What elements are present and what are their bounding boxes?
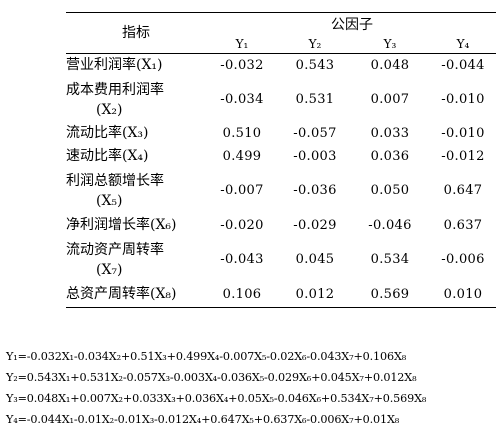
factor-column-y3: Y₃ xyxy=(383,37,397,51)
indicator-label: 成本费用利润率 (X₂) xyxy=(66,78,206,122)
table-row: 净利润增长率(X₆) -0.020 -0.029 -0.046 0.637 xyxy=(66,214,496,238)
loading-value: -0.012 xyxy=(441,149,485,164)
loading-value: 0.033 xyxy=(370,126,410,141)
factor-column-y4: Y₄ xyxy=(456,37,470,51)
table-row: 流动比率(X₃) 0.510 -0.057 0.033 -0.010 xyxy=(66,122,496,146)
indicator-label-line1: 流动资产周转率 xyxy=(66,241,164,258)
loading-value: -0.036 xyxy=(293,183,337,198)
loading-value: -0.032 xyxy=(220,58,264,74)
loading-value: -0.029 xyxy=(293,218,337,233)
loading-value: 0.012 xyxy=(295,286,335,302)
table-row: 流动资产周转率 (X₇) -0.043 0.045 0.534 -0.006 xyxy=(66,238,496,282)
factor-column-y2: Y₂ xyxy=(308,37,322,51)
loading-value: 0.036 xyxy=(370,149,410,164)
loading-value: 0.531 xyxy=(295,92,335,107)
indicator-label-line1: 利润总额增长率 xyxy=(66,172,164,189)
loading-value: 0.534 xyxy=(370,252,410,267)
equation-y4: Y₄=-0.044X₁-0.01X₂-0.01X₃-0.012X₄+0.647X… xyxy=(6,413,400,426)
table-row: 利润总额增长率 (X₅) -0.007 -0.036 0.050 0.647 xyxy=(66,168,496,214)
indicator-label: 营业利润率(X₁) xyxy=(66,57,163,74)
loading-value: -0.044 xyxy=(441,58,485,74)
table-row: 成本费用利润率 (X₂) -0.034 0.531 0.007 -0.010 xyxy=(66,78,496,122)
loading-value: -0.003 xyxy=(293,149,337,164)
loading-value: -0.007 xyxy=(220,183,264,198)
loading-value: 0.007 xyxy=(370,92,410,107)
indicator-header: 指标 xyxy=(122,24,150,41)
factor-column-y1: Y₁ xyxy=(235,37,249,51)
indicator-label: 净利润增长率(X₆) xyxy=(66,217,177,233)
loading-value: 0.637 xyxy=(443,218,483,233)
equation-y1: Y₁=-0.032X₁-0.034X₂+0.51X₃+0.499X₄-0.007… xyxy=(6,350,407,363)
loading-value: 0.048 xyxy=(370,58,410,74)
loading-value: 0.106 xyxy=(222,286,262,302)
indicator-label-line1: 成本费用利润率 xyxy=(66,81,164,98)
loading-value: -0.010 xyxy=(441,92,485,107)
loading-value: 0.510 xyxy=(222,126,262,141)
factor-loading-table: 指标 公因子 Y₁ Y₂ Y₃ Y₄ 营业利润率(X₁) -0.032 0.54… xyxy=(66,12,496,308)
loading-value: -0.046 xyxy=(368,218,412,233)
loading-value: -0.043 xyxy=(220,252,264,267)
loading-value: -0.010 xyxy=(441,126,485,141)
factor-group-header: 公因子 xyxy=(331,17,373,33)
table-row: 营业利润率(X₁) -0.032 0.543 0.048 -0.044 xyxy=(66,54,496,78)
indicator-label: 速动比率(X₄) xyxy=(66,148,149,164)
loading-value: -0.020 xyxy=(220,218,264,233)
factor-score-equations: Y₁=-0.032X₁-0.034X₂+0.51X₃+0.499X₄-0.007… xyxy=(6,346,496,430)
loading-value: 0.647 xyxy=(443,183,483,198)
loading-value: -0.006 xyxy=(441,252,485,267)
indicator-label: 利润总额增长率 (X₅) xyxy=(66,168,206,214)
indicator-label: 流动比率(X₃) xyxy=(66,125,149,141)
loading-value: 0.569 xyxy=(370,286,410,302)
indicator-label-line2: (X₇) xyxy=(96,261,123,278)
equation-y3: Y₃=0.048X₁+0.007X₂+0.033X₃+0.036X₄+0.05X… xyxy=(6,392,427,405)
loading-value: 0.050 xyxy=(370,183,410,198)
loading-value: 0.543 xyxy=(295,58,335,74)
equation-y2: Y₂=0.543X₁+0.531X₂-0.057X₃-0.003X₄-0.036… xyxy=(6,371,417,384)
loading-value: 0.499 xyxy=(222,149,262,164)
table-row: 速动比率(X₄) 0.499 -0.003 0.036 -0.012 xyxy=(66,146,496,168)
loading-value: -0.057 xyxy=(293,126,337,141)
indicator-label-line2: (X₅) xyxy=(96,192,123,209)
loading-value: -0.034 xyxy=(220,92,264,107)
indicator-label: 流动资产周转率 (X₇) xyxy=(66,238,206,282)
table-row: 总资产周转率(X₈) 0.106 0.012 0.569 0.010 xyxy=(66,282,496,308)
loading-value: 0.010 xyxy=(443,286,483,302)
loading-value: 0.045 xyxy=(295,252,335,267)
indicator-label-line2: (X₂) xyxy=(96,101,123,118)
indicator-label: 总资产周转率(X₈) xyxy=(66,285,177,302)
